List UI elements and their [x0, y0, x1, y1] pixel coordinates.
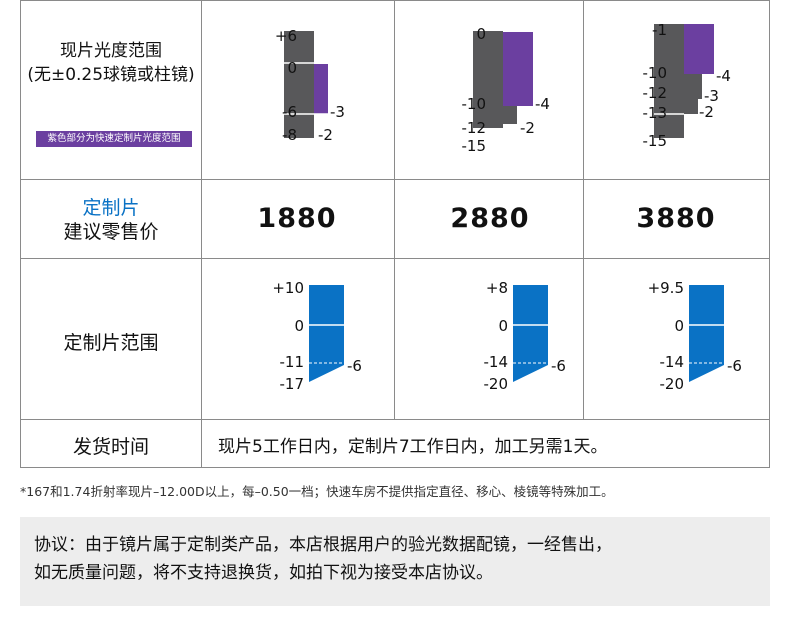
- stock-bars-gray: [284, 24, 684, 138]
- custom-range-charts: +10 0 -11 -17 +8 0 -14 -20 +9.5 0 -14 -2…: [272, 279, 742, 393]
- tick-label: -10: [643, 64, 668, 82]
- stock-steps: [503, 74, 702, 124]
- tick-label: +10: [272, 279, 304, 297]
- tick-label: -6: [551, 357, 566, 375]
- shipping-time-value: 现片5工作日内，定制片7工作日内，加工另需1天。: [218, 437, 608, 457]
- agreement-line1: 协议：由于镜片属于定制类产品，本店根据用户的验光数据配镜，一经售出，: [34, 535, 612, 555]
- custom-bar-2: [513, 285, 548, 382]
- tick-label: -20: [484, 375, 509, 393]
- col-divider: [201, 419, 202, 468]
- price-2: 2880: [450, 203, 530, 234]
- tick-label: -6: [727, 357, 742, 375]
- tick-label: -14: [660, 353, 685, 371]
- row-divider: [21, 179, 769, 180]
- custom-bar-3: [689, 285, 724, 382]
- custom-labels-left: +10 0 -11 -17 +8 0 -14 -20 +9.5 0 -14 -2…: [272, 279, 684, 393]
- agreement-line2: 如无质量问题，将不支持退换货，如拍下视为接受本店协议。: [34, 563, 493, 583]
- tick-label: -12: [643, 84, 668, 102]
- step-bar-2: [503, 106, 517, 124]
- tick-label: -20: [660, 375, 685, 393]
- tick-label: -2: [699, 103, 714, 121]
- purple-legend-badge: 紫色部分为快速定制片光度范围: [36, 131, 192, 147]
- tick-label: -17: [280, 375, 305, 393]
- stock-bars-purple: [314, 24, 714, 114]
- step-bar-3b: [684, 99, 698, 114]
- tick-label: -13: [643, 104, 668, 122]
- price-1: 1880: [257, 203, 337, 234]
- tick-label: -2: [318, 126, 333, 144]
- custom-labels-right: -6 -6 -6: [347, 357, 742, 375]
- stock-range-title-line2: (无±0.25球镜或柱镜): [27, 65, 195, 85]
- tick-label: +6: [275, 27, 297, 45]
- tick-label: 0: [294, 317, 304, 335]
- shipping-time-title: 发货时间: [72, 436, 149, 458]
- col-divider: [394, 1, 395, 419]
- col-divider: [583, 1, 584, 419]
- tick-label: -10: [462, 95, 487, 113]
- row-divider: [21, 258, 769, 259]
- stock-bar-1: [284, 31, 314, 138]
- tick-label: -4: [535, 95, 550, 113]
- stock-zero-lines: [284, 62, 684, 115]
- tick-label: -1: [652, 21, 667, 39]
- tick-label: -12: [462, 119, 487, 137]
- tick-label: -4: [716, 67, 731, 85]
- tick-label: -6: [282, 103, 297, 121]
- stock-range-charts: +6 0 -6 -8 0 -10 -12 -15 -1 -10 -12 -13 …: [275, 21, 731, 155]
- stock-range-title-line1: 现片光度范围: [60, 41, 162, 61]
- tick-label: 0: [287, 59, 297, 77]
- custom-price-title-line1: 定制片: [82, 197, 140, 219]
- stock-labels-left: +6 0 -6 -8 0 -10 -12 -15 -1 -10 -12 -13 …: [275, 21, 667, 155]
- tick-label: +8: [486, 279, 508, 297]
- stock-range-title: 现片光度范围 (无±0.25球镜或柱镜): [21, 40, 201, 86]
- fast-bar-3: [684, 24, 714, 74]
- col-divider: [201, 1, 202, 419]
- fast-bar-2: [503, 32, 533, 106]
- custom-price-title-line2: 建议零售价: [63, 221, 159, 243]
- step-bar-3a: [684, 74, 702, 99]
- tick-label: 0: [674, 317, 684, 335]
- tick-label: -15: [643, 132, 668, 150]
- custom-price-title: 定制片 建议零售价: [21, 196, 201, 244]
- stock-bar-3: [654, 24, 684, 138]
- footnote: *167和1.74折射率现片–12.00D以上，每–0.50一档；快速车房不提供…: [20, 484, 614, 499]
- tick-label: -14: [484, 353, 509, 371]
- tick-label: -3: [704, 87, 719, 105]
- price-3: 3880: [636, 203, 716, 234]
- row-divider: [21, 419, 769, 420]
- agreement-box: 协议：由于镜片属于定制类产品，本店根据用户的验光数据配镜，一经售出， 如无质量问…: [20, 517, 770, 606]
- fast-bar-1: [314, 64, 328, 114]
- stock-bar-2: [473, 31, 503, 128]
- tick-label: -3: [330, 103, 345, 121]
- tick-label: 0: [498, 317, 508, 335]
- tick-label: -15: [462, 137, 487, 155]
- tick-label: +9.5: [648, 279, 684, 297]
- custom-bars: [309, 285, 724, 382]
- custom-bar-1: [309, 285, 344, 382]
- tick-label: 0: [476, 25, 486, 43]
- lens-range-table: 现片光度范围 (无±0.25球镜或柱镜) 紫色部分为快速定制片光度范围 +6 0: [20, 0, 770, 468]
- tick-label: -8: [282, 126, 297, 144]
- tick-label: -6: [347, 357, 362, 375]
- tick-label: -2: [520, 119, 535, 137]
- stock-labels-right: -3 -2 -4 -2 -4 -3 -2: [318, 67, 731, 144]
- custom-range-title: 定制片范围: [63, 332, 159, 354]
- tick-label: -11: [280, 353, 305, 371]
